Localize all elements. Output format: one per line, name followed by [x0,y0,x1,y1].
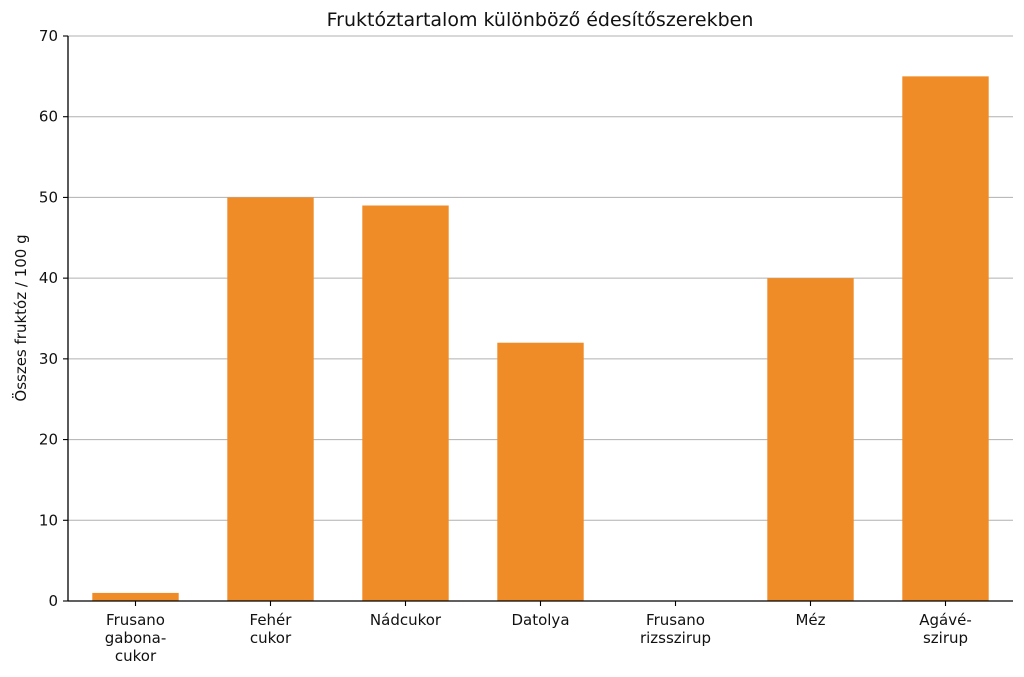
y-tick-label: 0 [48,592,58,610]
x-tick-label: Datolya [511,611,569,629]
x-tick-label: Fehér cukor [250,611,293,647]
y-tick-label: 70 [39,27,58,45]
x-tick-label: Agávé-szirup [919,611,972,647]
bars [92,76,989,602]
y-tick-label: 50 [39,188,58,206]
bar [497,342,584,601]
chart-title: Fruktóztartalom különböző édesítőszerekb… [327,9,754,31]
y-tick-label: 30 [39,350,58,368]
bar [767,278,854,601]
x-tick-label: Méz [795,611,825,629]
y-tick-label: 20 [39,431,58,449]
x-tick-label: Frusano rizsszirup [640,611,711,647]
bar [902,76,989,602]
bar [92,592,179,601]
y-axis-label: Összes fruktóz / 100 g [11,234,30,401]
y-tick-label: 60 [39,108,58,126]
x-ticks: Frusano gabona-cukor Fehér cukor Nádcukor Dat… [105,601,972,665]
bar [227,197,314,601]
y-tick-label: 40 [39,269,58,287]
bar [362,205,449,601]
y-ticks: 0 10 20 30 40 50 60 70 [39,27,68,610]
y-tick-label: 10 [39,511,58,529]
x-tick-label: Frusano gabona-cukor [105,611,167,665]
x-tick-label: Nádcukor [370,611,442,629]
